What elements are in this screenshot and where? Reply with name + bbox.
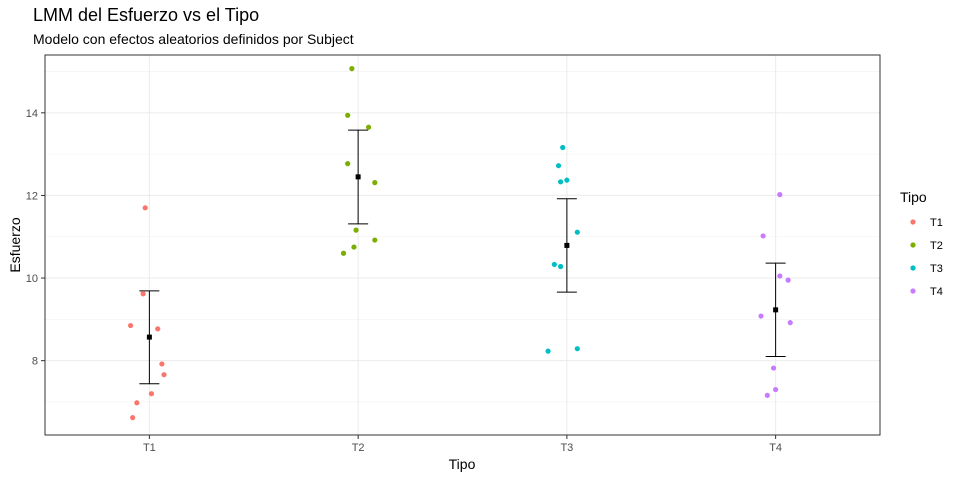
data-point bbox=[773, 386, 779, 393]
legend-key bbox=[910, 265, 916, 271]
data-point bbox=[161, 372, 167, 378]
data-point bbox=[148, 391, 155, 397]
data-point bbox=[560, 144, 566, 151]
data-point bbox=[372, 237, 378, 243]
error-bars bbox=[139, 129, 786, 385]
legend-key bbox=[910, 288, 916, 294]
legend: Tipo T1 T2 T3 T4 bbox=[900, 189, 943, 298]
data-point bbox=[558, 179, 564, 185]
data-points bbox=[127, 66, 793, 421]
data-point bbox=[777, 192, 783, 198]
data-point bbox=[134, 400, 140, 406]
x-tick-label: T4 bbox=[769, 442, 782, 454]
data-point bbox=[142, 205, 148, 211]
legend-key bbox=[910, 242, 916, 248]
data-point bbox=[787, 320, 793, 326]
data-point bbox=[340, 250, 347, 256]
data-point bbox=[770, 365, 777, 371]
legend-label: T3 bbox=[930, 263, 943, 275]
data-point bbox=[155, 326, 161, 332]
data-point bbox=[127, 322, 134, 329]
data-point bbox=[574, 229, 580, 235]
mean-marker bbox=[773, 307, 779, 313]
y-tick-label: 8 bbox=[32, 356, 38, 368]
y-axis-title: Esfuerzo bbox=[7, 217, 23, 272]
data-point bbox=[349, 66, 355, 72]
axis-ticks: 8 10 12 14 T1 T2 T3 T4 bbox=[26, 108, 782, 454]
x-axis-title: Tipo bbox=[449, 456, 476, 472]
x-tick-label: T3 bbox=[560, 442, 573, 454]
legend-key bbox=[910, 219, 916, 225]
data-point bbox=[365, 124, 372, 130]
data-point bbox=[345, 161, 351, 167]
data-point bbox=[764, 392, 770, 398]
x-tick-label: T2 bbox=[352, 442, 365, 454]
data-point bbox=[558, 263, 564, 270]
x-tick-label: T1 bbox=[143, 442, 156, 454]
data-point bbox=[564, 177, 570, 183]
chart-subtitle: Modelo con efectos aleatorios definidos … bbox=[33, 31, 354, 47]
data-point bbox=[574, 346, 580, 352]
y-tick-label: 14 bbox=[26, 108, 38, 120]
data-point bbox=[353, 227, 359, 233]
chart-title: LMM del Esfuerzo vs el Tipo bbox=[33, 5, 260, 25]
data-point bbox=[777, 273, 783, 279]
mean-marker bbox=[564, 242, 570, 248]
data-point bbox=[130, 415, 136, 421]
grid-lines bbox=[45, 55, 880, 435]
data-point bbox=[159, 361, 165, 367]
data-point bbox=[545, 348, 551, 354]
legend-label: T2 bbox=[930, 240, 943, 252]
y-tick-label: 12 bbox=[26, 190, 38, 202]
legend-label: T1 bbox=[930, 217, 943, 229]
data-point bbox=[785, 277, 791, 283]
data-point bbox=[140, 291, 146, 297]
plot-background bbox=[45, 55, 880, 435]
data-point bbox=[372, 180, 378, 186]
legend-label: T4 bbox=[930, 286, 943, 298]
data-point bbox=[555, 163, 562, 169]
y-tick-label: 10 bbox=[26, 273, 38, 285]
legend-title: Tipo bbox=[900, 189, 927, 205]
plot-border bbox=[44, 54, 881, 436]
mean-marker bbox=[355, 174, 361, 180]
data-point bbox=[345, 112, 351, 118]
data-point bbox=[351, 244, 357, 250]
data-point bbox=[758, 313, 764, 319]
data-point bbox=[760, 233, 766, 239]
mean-marker bbox=[146, 334, 152, 340]
data-point bbox=[551, 261, 557, 268]
